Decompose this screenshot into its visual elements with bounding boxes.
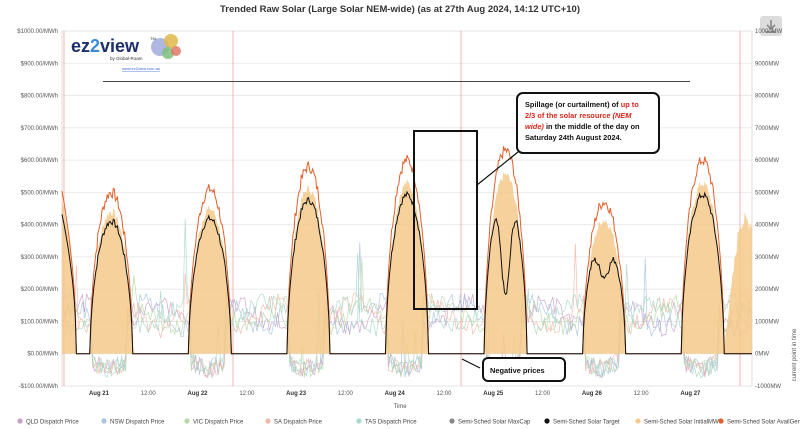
y-left-tick-label: $600.00/MWh (21, 158, 58, 164)
x-tick-label: Aug 26 (582, 391, 603, 397)
y-left-tick-label: $0.00/MWh (27, 352, 58, 358)
legend-label: Semi-Sched Solar Target (553, 420, 620, 426)
y-left-tick-label: $200.00/MWh (21, 287, 58, 293)
legend-label: QLD Dispatch Price (26, 420, 79, 426)
y-left-tick-label: $100.00/MWh (21, 319, 58, 325)
legend-marker (17, 418, 23, 424)
x-tick-label: 12:00 (535, 391, 551, 397)
legend-label: SA Dispatch Price (274, 420, 323, 426)
spillage-text-line1: Spillage (or curtailment) of up to (525, 100, 639, 109)
x-tick-label: Aug 25 (483, 391, 504, 397)
negative-prices-text: Negative prices (490, 366, 545, 375)
spillage-callout: Spillage (or curtailment) of up to 2/3 o… (516, 92, 660, 154)
legend-marker (718, 418, 724, 424)
y-right-tick-label: 5000MW (755, 190, 779, 196)
y-right-tick-label: 10000MW (755, 29, 783, 35)
legend-label: VIC Dispatch Price (193, 420, 244, 426)
y-axis-right: -1000MW 0MW 1000MW 2000MW 3000MW 4000MW 5000MW… (755, 29, 783, 390)
x-axis: Aug 21 12:00 Aug 22 12:00 Aug 23 12:00 Aug 24 1… (89, 391, 701, 397)
legend-marker (635, 418, 641, 424)
x-tick-label: 12:00 (338, 391, 354, 397)
y-right-tick-label: 1000MW (755, 319, 779, 325)
chart-title: Trended Raw Solar (Large Solar NEM-wide)… (220, 4, 580, 15)
legend-marker (356, 418, 362, 424)
y-right-tick-label: 2000MW (755, 287, 779, 293)
spillage-text-line2: 2/3 of the solar resource (NEM (525, 111, 632, 120)
y-left-tick-label: $400.00/MWh (21, 223, 58, 229)
y-axis-left: -$100.00/MWh $0.00/MWh $100.00/MWh $200.00/… (17, 29, 58, 390)
series-nsw-dispatch-price (61, 242, 753, 378)
x-tick-label: Aug 21 (89, 391, 110, 397)
ez2view-logo: ez2view TM by Global-Roam www.ez2view.co… (71, 34, 181, 71)
download-icon (766, 20, 776, 33)
y-left-tick-label: $1000.00/MWh (17, 29, 58, 35)
legend-label: Semi-Sched Solar InitialMW (644, 420, 719, 426)
x-tick-label: 12:00 (634, 391, 650, 397)
x-tick-label: 12:00 (239, 391, 255, 397)
legend: QLD Dispatch Price NSW Dispatch Price VIC … (17, 418, 800, 426)
y-right-tick-label: 7000MW (755, 126, 779, 132)
x-tick-label: 12:00 (436, 391, 452, 397)
x-tick-label: Aug 27 (680, 391, 701, 397)
y-right-tick-label: 6000MW (755, 158, 779, 164)
x-axis-label: Time (393, 404, 407, 410)
x-tick-label: 12:00 (141, 391, 157, 397)
legend-marker (449, 418, 455, 424)
y-left-tick-label: $500.00/MWh (21, 190, 58, 196)
y-right-tick-label: 4000MW (755, 223, 779, 229)
y-left-tick-label: -$100.00/MWh (19, 384, 58, 390)
logo-brand: ez2view (71, 36, 140, 56)
logo-by: by Global-Roam (110, 56, 143, 61)
negative-connector (461, 358, 481, 369)
y-left-tick-label: $700.00/MWh (21, 126, 58, 132)
callout-connector (476, 151, 519, 186)
y-right-tick-label: 0MW (755, 352, 769, 358)
spillage-text-line4: Saturday 24th August 2024. (525, 133, 622, 142)
y-right-tick-label: 8000MW (755, 94, 779, 100)
legend-marker (544, 418, 550, 424)
legend-marker (184, 418, 190, 424)
series-tas-dispatch-price (61, 218, 753, 379)
y-right-tick-label: 9000MW (755, 61, 779, 67)
y-axis-right-label: current point in time (792, 328, 798, 381)
legend-label: Semi-Sched Solar MaxCap (458, 420, 531, 426)
x-tick-label: Aug 23 (286, 391, 307, 397)
y-left-tick-label: $900.00/MWh (21, 61, 58, 67)
legend-marker (265, 418, 271, 424)
y-right-tick-label: 3000MW (755, 255, 779, 261)
curtailment-highlight-box (413, 130, 478, 310)
legend-label: NSW Dispatch Price (110, 420, 165, 426)
negative-prices-callout: Negative prices (482, 357, 566, 382)
y-left-tick-label: $300.00/MWh (21, 255, 58, 261)
y-left-tick-label: $800.00/MWh (21, 94, 58, 100)
legend-label: TAS Dispatch Price (365, 420, 417, 426)
legend-label: Semi-Sched Solar AvailGen (727, 420, 800, 426)
y-right-tick-label: -1000MW (755, 384, 781, 390)
spillage-text-line3: wide) in the middle of the day on (525, 122, 640, 131)
logo-tm: TM (150, 36, 156, 41)
solar-series (61, 146, 752, 355)
series-semi-sched-solar-initialmw (62, 171, 752, 354)
series-semi-sched-solar-target (61, 190, 752, 355)
download-button[interactable] (760, 16, 782, 36)
x-tick-label: Aug 24 (385, 391, 406, 397)
x-tick-label: Aug 22 (188, 391, 209, 397)
logo-url: www.ez2view.com.au (122, 66, 160, 71)
legend-marker (101, 418, 107, 424)
